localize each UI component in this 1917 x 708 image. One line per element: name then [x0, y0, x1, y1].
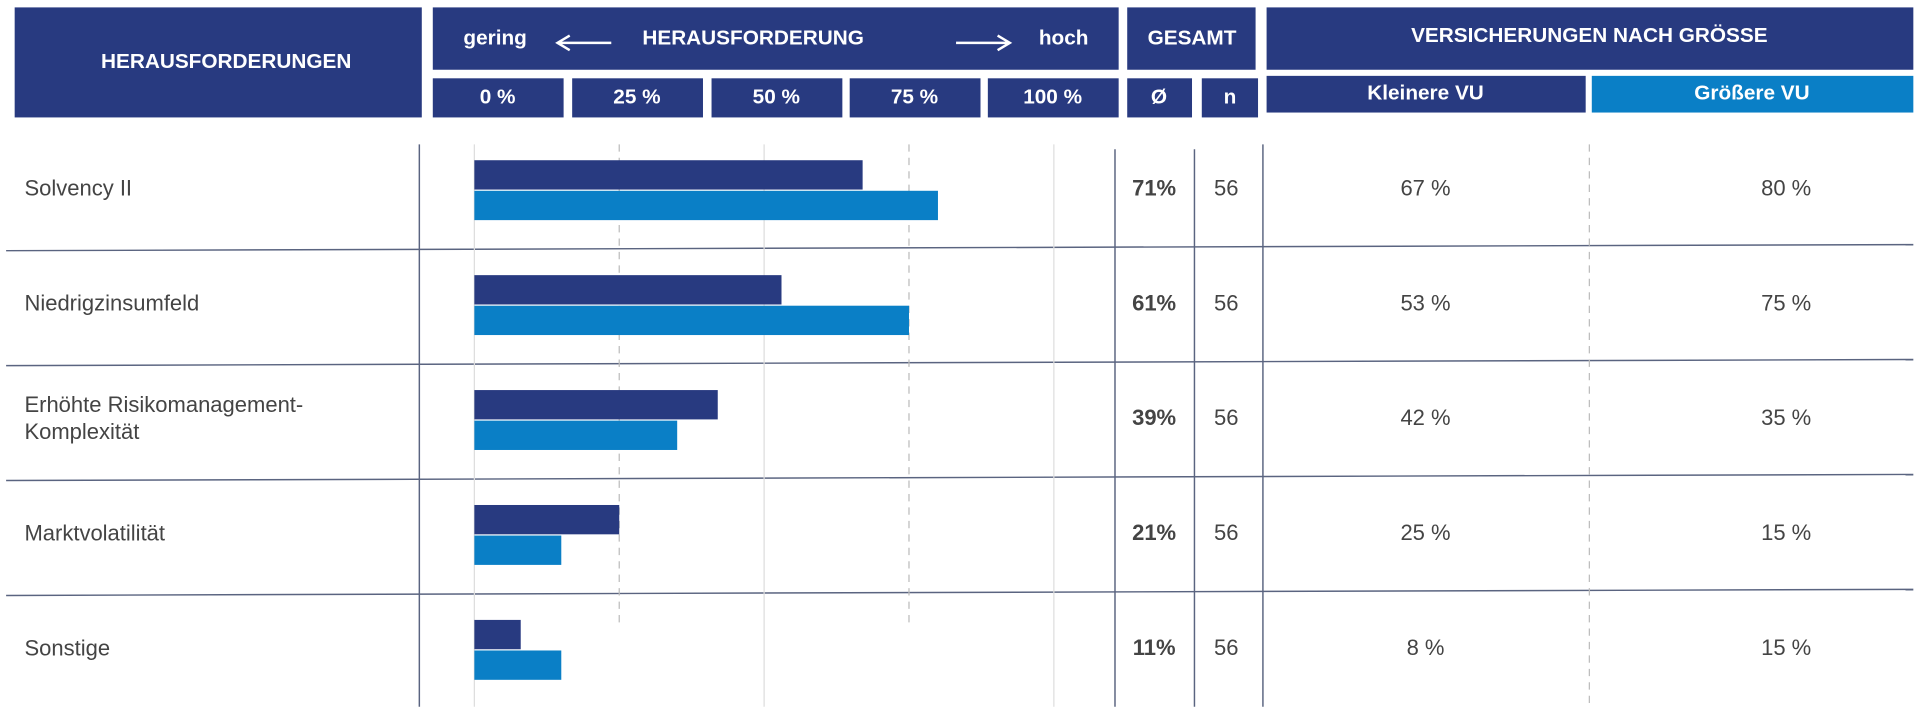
- header-box: [1127, 7, 1256, 70]
- table-lines: [6, 144, 1914, 707]
- category-line: Komplexität: [24, 419, 139, 444]
- x-tick-label: 0 %: [480, 85, 516, 108]
- bar: [474, 619, 521, 650]
- small-value: 42 %: [1400, 405, 1450, 430]
- x-tick-label: 100 %: [1023, 85, 1082, 108]
- header-box: [1266, 7, 1914, 70]
- category-line: Erhöhte Risikomanagement-: [24, 392, 303, 417]
- legend-box: [1591, 75, 1914, 113]
- large-value: 35 %: [1761, 405, 1811, 430]
- bar: [474, 420, 678, 450]
- n-value: 56: [1214, 175, 1238, 200]
- bar: [474, 275, 782, 305]
- bar: [474, 390, 718, 420]
- arrow: [956, 34, 1013, 52]
- bar: [474, 504, 620, 535]
- x-tick-label: 75 %: [891, 85, 938, 108]
- header-label: GESAMT: [1148, 27, 1237, 50]
- large-value: 75 %: [1761, 290, 1811, 315]
- n-value: 56: [1214, 635, 1238, 660]
- n-value: 56: [1214, 520, 1238, 545]
- small-value: 25 %: [1400, 520, 1450, 545]
- header-label: hoch: [1039, 27, 1089, 50]
- category-label: Marktvolatilität: [24, 520, 165, 545]
- legend-box: [1266, 75, 1586, 113]
- category-label: Erhöhte Risikomanagement-Komplexität: [24, 392, 303, 444]
- header-label: VERSICHERUNGEN NACH GRÖSSE: [1411, 24, 1768, 47]
- bar: [474, 190, 938, 221]
- small-value: 53 %: [1400, 290, 1450, 315]
- small-value: 67 %: [1400, 175, 1450, 200]
- legend-label: Größere VU: [1694, 82, 1809, 105]
- header-label: Ø: [1151, 85, 1167, 108]
- category-line: Solvency II: [24, 175, 132, 200]
- tick-box: [987, 78, 1119, 118]
- bar: [474, 160, 863, 190]
- header-box: [14, 7, 422, 118]
- bar: [474, 535, 562, 565]
- tick-box: [572, 78, 703, 118]
- total-value: 61%: [1132, 290, 1176, 315]
- category-label: Sonstige: [24, 635, 110, 660]
- x-tick-label: 50 %: [753, 85, 800, 108]
- large-value: 15 %: [1761, 520, 1811, 545]
- small-value: 8 %: [1407, 635, 1445, 660]
- category-label: Solvency II: [24, 175, 132, 200]
- category-line: Marktvolatilität: [24, 520, 165, 545]
- bar: [474, 650, 562, 680]
- header-label: gering: [463, 27, 526, 50]
- header-label: HERAUSFORDERUNGEN: [101, 50, 351, 73]
- tick-box: [711, 78, 843, 118]
- total-value: 39%: [1132, 405, 1176, 430]
- n-value: 56: [1214, 290, 1238, 315]
- large-value: 80 %: [1761, 175, 1811, 200]
- x-tick-label: 25 %: [613, 85, 660, 108]
- category-line: Niedrigzinsumfeld: [24, 290, 199, 315]
- total-value: 11%: [1133, 635, 1176, 660]
- tick-box: [432, 78, 564, 118]
- header-label: HERAUSFORDERUNG: [642, 27, 864, 50]
- category-line: Sonstige: [24, 635, 110, 660]
- category-label: Niedrigzinsumfeld: [24, 290, 199, 315]
- large-value: 15 %: [1761, 635, 1811, 660]
- bar: [474, 305, 909, 336]
- legend-label: Kleinere VU: [1367, 82, 1484, 105]
- header-label: n: [1224, 85, 1237, 108]
- tick-box: [849, 78, 981, 118]
- total-value: 21%: [1132, 520, 1176, 545]
- header-box: [1127, 78, 1193, 118]
- arrow: [555, 34, 612, 52]
- n-value: 56: [1214, 405, 1238, 430]
- total-value: 71%: [1132, 175, 1176, 200]
- header-box: [1201, 78, 1259, 118]
